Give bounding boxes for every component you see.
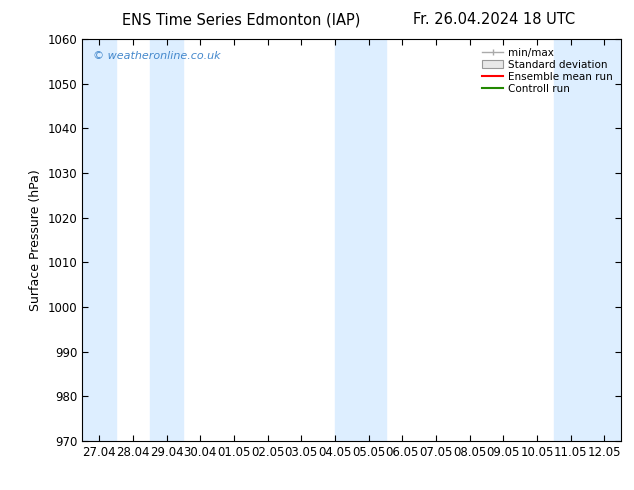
Bar xyxy=(82,39,116,441)
Legend: min/max, Standard deviation, Ensemble mean run, Controll run: min/max, Standard deviation, Ensemble me… xyxy=(479,45,616,97)
Text: ENS Time Series Edmonton (IAP): ENS Time Series Edmonton (IAP) xyxy=(122,12,360,27)
Text: © weatheronline.co.uk: © weatheronline.co.uk xyxy=(93,51,221,61)
Bar xyxy=(150,39,183,441)
Y-axis label: Surface Pressure (hPa): Surface Pressure (hPa) xyxy=(29,169,42,311)
Bar xyxy=(554,39,621,441)
Text: Fr. 26.04.2024 18 UTC: Fr. 26.04.2024 18 UTC xyxy=(413,12,576,27)
Bar xyxy=(335,39,385,441)
